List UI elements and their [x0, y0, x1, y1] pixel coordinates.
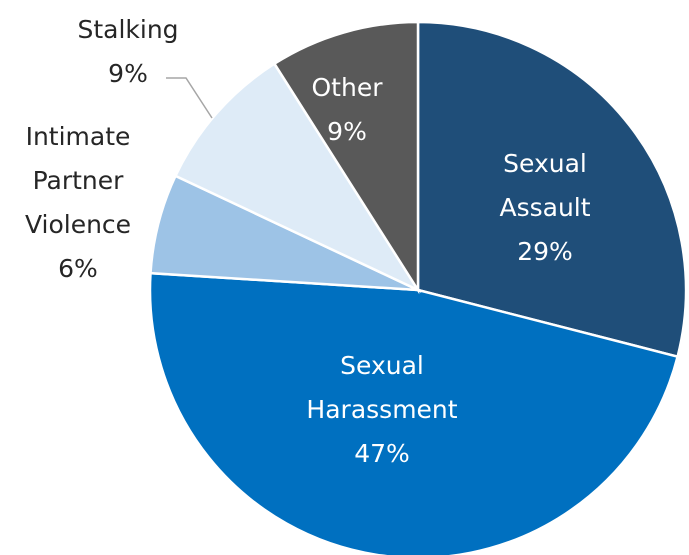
value-label: 6%: [58, 254, 98, 283]
category-label: Sexual Harassment: [306, 351, 458, 424]
data-label: Sexual Harassment 47%: [306, 344, 457, 476]
data-label: Other 9%: [312, 66, 383, 154]
data-label: Sexual Assault 29%: [499, 142, 590, 274]
data-label: Intimate Partner Violence 6%: [25, 115, 131, 291]
category-label: Intimate Partner Violence: [24, 122, 132, 239]
pie-slice: [173, 61, 422, 293]
value-label: 47%: [354, 439, 410, 468]
category-label: Sexual Assault: [499, 149, 591, 222]
category-label: Other: [311, 73, 383, 102]
leader-line: [166, 77, 213, 119]
value-label: 9%: [108, 59, 148, 88]
value-label: 29%: [517, 237, 573, 266]
value-label: 9%: [327, 117, 367, 146]
pie-slice: [416, 20, 688, 359]
data-label: Stalking 9%: [77, 8, 178, 96]
category-label: Stalking: [77, 15, 179, 44]
pie-slice: [272, 20, 420, 295]
